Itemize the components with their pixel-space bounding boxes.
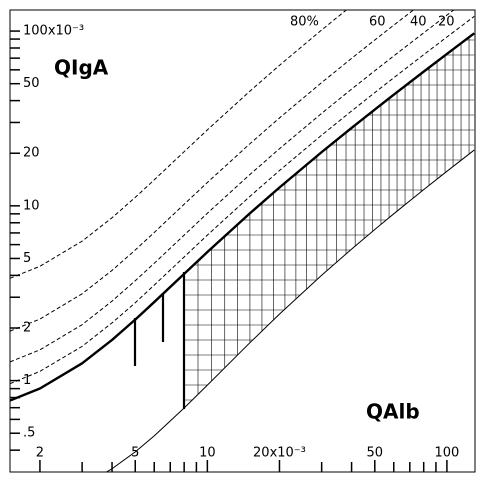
series-line	[10, 32, 475, 402]
series-label: 80%	[290, 15, 319, 30]
curves	[10, 10, 475, 472]
series-line	[10, 15, 475, 385]
x-tick-label: 100	[434, 446, 459, 461]
y-tick-label: .5	[23, 426, 35, 441]
series-label: 60	[369, 15, 386, 30]
series-line	[10, 10, 348, 279]
x-tick-label: 10	[199, 446, 216, 461]
y-tick-label: 100x10⁻³	[23, 24, 84, 39]
y-tick-label: 5	[23, 251, 31, 266]
series-line	[10, 10, 455, 363]
x-tick-label: 20x10⁻³	[253, 446, 306, 461]
x-tick-label: 50	[367, 446, 384, 461]
y-tick-label: 10	[23, 198, 40, 213]
y-tick-label: 1	[23, 373, 31, 388]
y-tick-label: 2	[23, 321, 31, 336]
marker-lines	[133, 272, 186, 409]
hatching	[183, 33, 475, 472]
annotation: QAlb	[366, 400, 420, 424]
ticks: 2 5 10 20x10⁻³ 50 100 .5 1 2 5 10 20 50 100x10⁻³	[10, 24, 459, 472]
y-tick-label: 50	[23, 76, 40, 91]
series-line	[10, 10, 415, 332]
plot-frame	[9, 9, 476, 473]
series-label: 40	[410, 15, 427, 30]
annotation: QIgA	[54, 56, 109, 80]
series-label: 20	[438, 15, 455, 30]
x-tick-label: 2	[36, 446, 44, 461]
y-tick-label: 20	[23, 146, 40, 161]
x-tick-label: 5	[131, 446, 139, 461]
series-line	[105, 149, 475, 472]
